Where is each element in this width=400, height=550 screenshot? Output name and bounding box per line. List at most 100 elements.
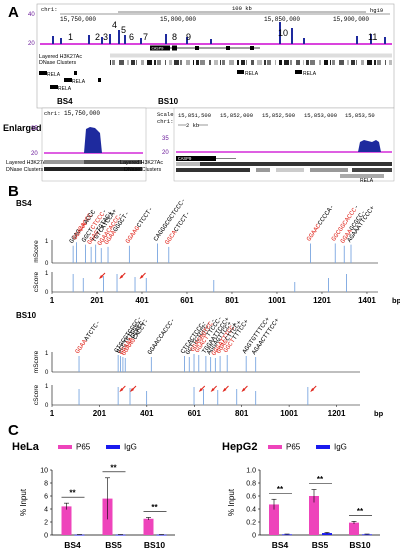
bs10-scale-label: Scale — [157, 111, 174, 118]
category-0: BS4 — [272, 540, 289, 550]
rela-track-a — [39, 70, 302, 89]
arrow-head-6 — [310, 388, 315, 392]
sig-annotation-0: ** — [277, 485, 284, 494]
bs4-dnase-label: DNase Clusters — [6, 167, 43, 173]
build-label: hg19 — [370, 7, 383, 14]
a-dnase-seg-0 — [110, 60, 111, 65]
bs10-tick-1: 15,852,000 — [220, 112, 253, 119]
category-1: BS5 — [105, 540, 122, 550]
site-number-6: 6 — [129, 32, 134, 42]
a-dnase-seg-39 — [324, 60, 328, 65]
gene-label-a: CASP9 — [152, 48, 165, 52]
xtick-1: 201 — [90, 296, 104, 305]
a-dnase-seg-9 — [157, 60, 161, 65]
a-dnase-seg-24 — [241, 60, 245, 65]
a-dnase-seg-7 — [147, 60, 152, 65]
bp-label: bp — [392, 296, 400, 305]
cscore-tick-0: 0 — [45, 403, 49, 409]
bs10-chr: chr1: — [157, 118, 174, 125]
mscore-tick-1: 1 — [45, 239, 49, 245]
site-number-1: 1 — [68, 32, 73, 42]
xtick-6: 1201 — [313, 296, 331, 305]
xtick-5: 1001 — [280, 409, 298, 418]
bs10-gene-label: CASP9 — [178, 156, 192, 162]
layered-label-a: Layered H3K27Ac — [39, 54, 82, 60]
sig-annotation-1: ** — [110, 463, 117, 472]
chart-title-0: HeLa — [12, 441, 40, 453]
a-peak-13 — [303, 38, 305, 44]
a-dnase-seg-42 — [339, 60, 344, 65]
site-number-group: 1 2 34 56 7 8 9 10 11 — [68, 20, 377, 42]
a-dnase-seg-4 — [131, 60, 135, 65]
mscore-label: mScore — [33, 240, 40, 263]
seq-label-0: GGAAATCTC- — [74, 319, 102, 355]
site-number-10: 10 — [278, 28, 288, 38]
category-2: BS10 — [144, 540, 166, 550]
a-dnase-seg-21 — [222, 60, 225, 65]
site-number-3: 3 — [103, 32, 108, 42]
a-dnase-seg-33 — [290, 60, 292, 65]
arrow-head-4 — [222, 388, 227, 392]
a-dnase-seg-41 — [332, 60, 335, 65]
ytick-1: 2 — [44, 520, 48, 527]
xtick-4: 801 — [235, 409, 249, 418]
cscore-tick-1: 1 — [45, 384, 49, 390]
a-dnase-seg-8 — [154, 60, 156, 65]
a-dnase-seg-43 — [347, 60, 349, 65]
a-dnase-seg-31 — [279, 60, 282, 65]
bar-p65-2 — [143, 518, 154, 535]
bp-label: bp — [374, 409, 384, 418]
a-dnase-seg-12 — [174, 60, 179, 65]
a-dnase-seg-30 — [275, 60, 276, 65]
a-peak-16 — [384, 37, 386, 44]
arrow-head-2 — [139, 275, 144, 279]
a-dnase-seg-10 — [165, 60, 166, 65]
a-peak-9 — [186, 37, 188, 44]
a-peak-12 — [291, 28, 293, 44]
ytick-4: 8 — [44, 481, 48, 488]
a-dnase-seg-36 — [306, 60, 309, 65]
a-rela-box-2 — [50, 85, 58, 89]
bar-igg-1 — [115, 534, 126, 536]
a-peak-8 — [165, 34, 167, 44]
sig-annotation-1: ** — [317, 475, 324, 484]
bs10-enlarged-title: BS10 — [158, 97, 179, 106]
a-peak-7 — [140, 38, 142, 44]
a-dnase-seg-47 — [367, 60, 372, 65]
a-dnase-seg-34 — [296, 60, 300, 65]
a-dnase-seg-23 — [237, 60, 239, 65]
a-dnase-seg-49 — [377, 60, 381, 65]
a-peak-5 — [118, 30, 120, 44]
sig-annotation-2: ** — [151, 503, 158, 512]
bs4-chr: chr1: — [44, 110, 61, 117]
a-dnase-seg-6 — [141, 60, 144, 65]
a-peak-3 — [101, 37, 103, 44]
xtick-5: 1001 — [268, 296, 286, 305]
a-dnase-seg-28 — [264, 60, 266, 65]
ytick-0: 0 — [44, 533, 48, 540]
a-dnase-seg-1 — [112, 60, 115, 65]
bar-igg-0 — [74, 534, 85, 536]
a-rela-box-5 — [74, 71, 77, 75]
tick-a-3: 15,900,000 — [333, 16, 369, 23]
a-rela-box-6 — [98, 78, 101, 82]
arrow-head-1 — [119, 275, 124, 279]
chip-qpcr-charts: HeLa P65 IgG 0 2 4 6 8 10 % Input BS4 ** BS5 ** BS10 **… — [12, 441, 380, 550]
arrow-head-0 — [99, 275, 104, 279]
a-peak-2 — [88, 35, 90, 44]
a-dnase-seg-11 — [169, 60, 172, 65]
bs10-kb: 2 kb — [186, 122, 199, 129]
a-dnase-seg-20 — [220, 60, 221, 65]
xtick-2: 401 — [140, 409, 154, 418]
a-peak-1 — [60, 38, 62, 44]
a-dnase-seg-27 — [257, 60, 262, 65]
bs4-enlarged-title: BS4 — [57, 97, 73, 106]
bs10-layered-label: Layered H3K27Ac — [120, 160, 163, 166]
tick-a-2: 15,850,000 — [264, 16, 300, 23]
a-dnase-seg-22 — [229, 60, 234, 65]
bs10-ymax: 35 — [162, 136, 169, 142]
legend-swatch-0 — [268, 445, 282, 449]
a-rela-box-1 — [64, 78, 72, 82]
a-dnase-seg-40 — [330, 60, 331, 65]
category-1: BS5 — [312, 540, 329, 550]
